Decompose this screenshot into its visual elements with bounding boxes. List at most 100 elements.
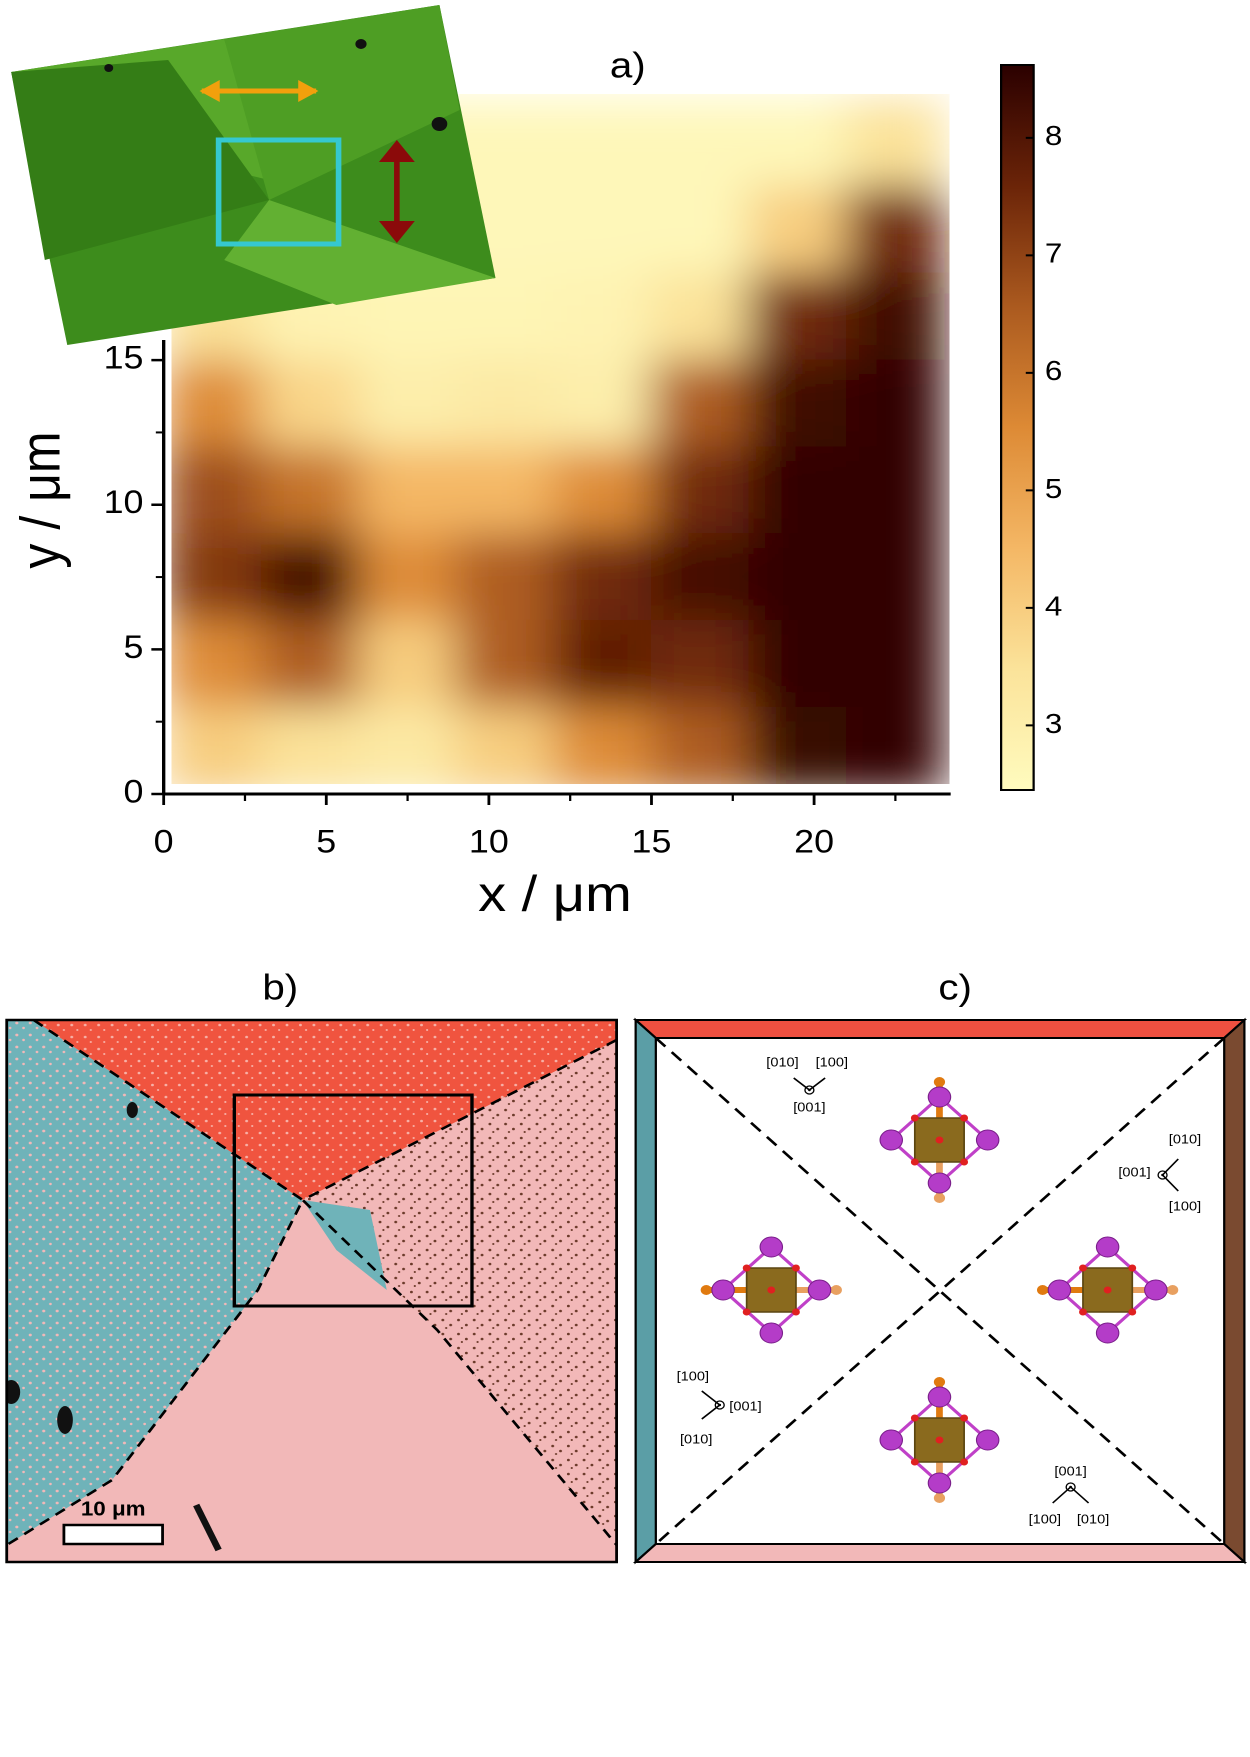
axis-arrow <box>793 1077 810 1091</box>
x-tick-label: 5 <box>316 824 336 860</box>
heat-cell <box>650 186 750 274</box>
ligand <box>792 1264 800 1272</box>
halide <box>807 1279 832 1301</box>
colorbar-tick-label: 8 <box>1045 121 1062 152</box>
heat-cell <box>553 272 653 361</box>
scale-bar-label: 10 μm <box>81 1497 146 1520</box>
ligand <box>960 1414 969 1422</box>
panel-title: c) <box>938 967 972 1007</box>
colorbar-tick-label: 5 <box>1045 473 1062 504</box>
x-tick-label: 10 <box>469 824 509 860</box>
inset-micrograph <box>11 5 496 345</box>
axis-label: [001] <box>1118 1165 1150 1179</box>
octahedron <box>1036 1236 1179 1344</box>
heat-cell <box>748 533 848 621</box>
halide <box>759 1322 784 1344</box>
halide <box>879 1429 904 1451</box>
colorbar-tick-label: 4 <box>1045 591 1062 622</box>
panel-frame <box>5 1018 618 1564</box>
heat-cell <box>260 533 360 621</box>
heat-cell <box>748 359 848 448</box>
heat-cell <box>553 359 653 448</box>
heat-cell <box>171 706 262 784</box>
axis-arrow <box>701 1404 721 1420</box>
center-atom <box>767 1286 776 1294</box>
heat-cell <box>846 99 945 188</box>
heat-cell <box>171 359 262 448</box>
halide <box>975 1129 1000 1151</box>
heat-cell <box>650 99 750 188</box>
axis-label: [001] <box>1054 1464 1086 1478</box>
center-atom <box>1103 1286 1112 1294</box>
heat-cell <box>358 706 457 784</box>
colorbar <box>999 64 1035 791</box>
halide <box>975 1429 1000 1451</box>
heat-cell <box>260 619 360 708</box>
ligand <box>910 1458 919 1466</box>
x-tick-label: 15 <box>632 824 672 860</box>
axis-arrow <box>1070 1486 1090 1504</box>
heat-cell <box>650 533 750 621</box>
heat-cell <box>748 99 848 188</box>
heat-cell <box>748 186 848 274</box>
heat-cell <box>260 706 360 784</box>
axis-label: [010] <box>766 1055 798 1069</box>
axis-arrow <box>808 1077 826 1091</box>
arrow-head <box>933 1493 946 1503</box>
ligand <box>1128 1264 1137 1272</box>
heat-cell <box>650 446 750 535</box>
ligand <box>1128 1308 1137 1316</box>
colorbar-tick-label: 6 <box>1045 356 1062 387</box>
heat-cell <box>846 446 945 535</box>
heat-cell <box>846 619 945 708</box>
x-tick-label: 0 <box>154 824 174 860</box>
ligand <box>910 1114 919 1122</box>
halide <box>1095 1322 1120 1344</box>
heat-cell <box>748 446 848 535</box>
heat-cell <box>455 533 555 621</box>
ligand <box>960 1458 969 1466</box>
heat-cell <box>260 446 360 535</box>
heat-cell <box>846 359 945 448</box>
arrow-head <box>700 1285 712 1295</box>
heat-cell <box>553 446 653 535</box>
halide <box>1047 1279 1072 1301</box>
halide <box>927 1472 952 1494</box>
heat-cell <box>358 533 457 621</box>
center-atom <box>935 1136 944 1144</box>
colorbar-tick-label: 7 <box>1045 238 1062 269</box>
ligand <box>1079 1264 1087 1272</box>
arrow-head <box>1036 1285 1049 1295</box>
phase-map <box>6 1020 617 1562</box>
heat-cell <box>846 186 945 274</box>
octahedron <box>879 1077 1000 1203</box>
heat-cell <box>846 272 945 361</box>
x-tick-label: 20 <box>794 824 834 860</box>
arrow-head <box>933 1377 946 1387</box>
heat-cell <box>455 359 555 448</box>
arrow-head <box>830 1285 842 1295</box>
heat-cell <box>171 619 262 708</box>
heat-cell <box>455 272 555 361</box>
heat-cell <box>748 272 848 361</box>
panel-title: a) <box>610 45 646 85</box>
heat-cell <box>650 706 750 784</box>
y-tick-label: 0 <box>124 774 144 810</box>
octahedron <box>879 1377 1000 1503</box>
halide <box>927 1172 952 1194</box>
halide <box>927 1386 952 1408</box>
heat-cell <box>358 619 457 708</box>
heat-cell <box>553 99 653 188</box>
y-axis-label: y / μm <box>10 431 72 568</box>
axis-arrow <box>1052 1486 1072 1504</box>
domain-schematic <box>632 1017 1248 1565</box>
heat-cell <box>455 706 555 784</box>
heat-cell <box>650 619 750 708</box>
axis-label: [001] <box>793 1100 825 1114</box>
axis-arrow <box>701 1390 721 1406</box>
axis-label: [010] <box>680 1432 712 1446</box>
heat-cell <box>171 533 262 621</box>
axis-arrow <box>1161 1174 1179 1192</box>
arrow-head <box>933 1077 946 1087</box>
scale-bar <box>62 1523 164 1546</box>
